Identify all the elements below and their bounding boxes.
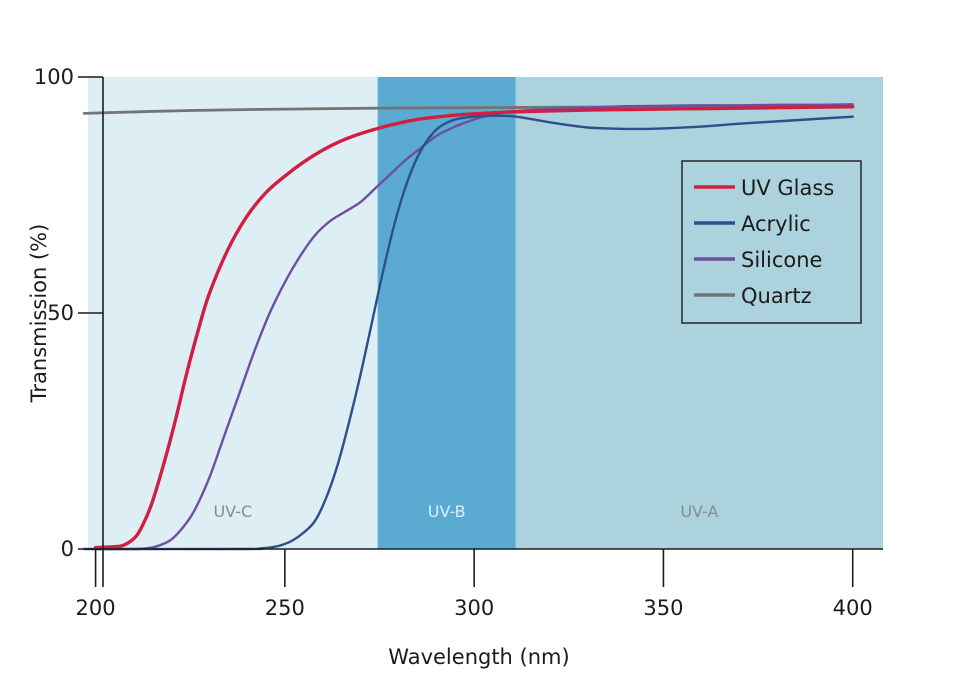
axes [88,77,883,587]
series-line-silicone [94,103,854,551]
y-tick-label-50: 50 [47,301,74,325]
x-tick-label-300: 300 [454,596,494,620]
legend-items: UV Glass Acrylic Silicone Quartz [694,176,834,308]
region-band-uv-c [88,77,378,549]
y-axis-title: Transmission (%) [27,224,51,404]
y-tick-label-0: 0 [61,537,74,561]
region-band-uv-a [515,77,883,549]
x-tick-label-400: 400 [833,596,873,620]
x-tick-label-200: 200 [76,596,116,620]
region-label-uv-c: UV-C [213,502,252,521]
series-lines [82,103,855,551]
spectral-regions: UV-C UV-B UV-A [88,77,883,549]
tick-labels: 200 250 300 350 400 0 50 100 [34,65,873,620]
y-tick-label-100: 100 [34,65,74,89]
series-line-uv-glass [93,105,855,550]
legend-label-silicone: Silicone [741,248,822,272]
legend: UV Glass Acrylic Silicone Quartz [681,160,862,324]
legend-label-quartz: Quartz [741,284,812,308]
legend-box [681,160,862,324]
region-band-uv-b [377,77,516,549]
legend-label-uv-glass: UV Glass [741,176,834,200]
x-axis-title: Wavelength (nm) [388,645,569,669]
x-tick-label-250: 250 [265,596,305,620]
x-tick-label-350: 350 [643,596,683,620]
legend-label-acrylic: Acrylic [741,212,811,236]
region-label-uv-b: UV-B [428,502,466,521]
series-line-acrylic [83,114,854,551]
region-label-uv-a: UV-A [680,502,718,521]
